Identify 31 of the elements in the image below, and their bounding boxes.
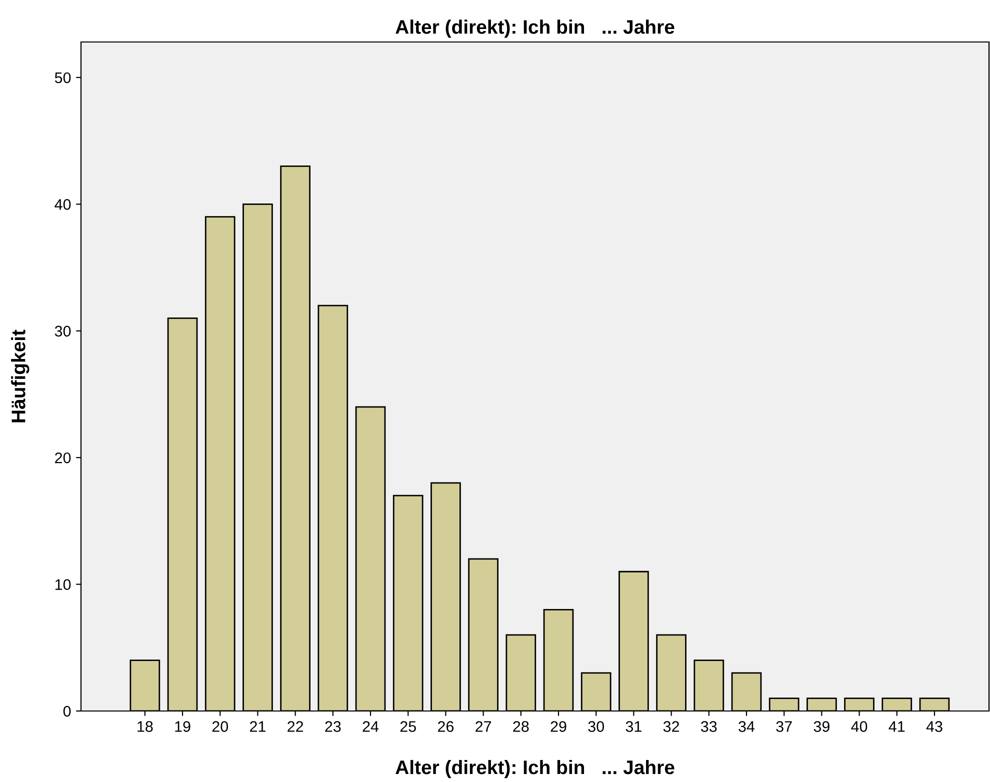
x-tick-label: 26 (438, 721, 454, 732)
chart-title: Alter (direkt): Ich bin ... Jahre (396, 20, 674, 38)
x-tick-label: 23 (325, 721, 341, 732)
x-tick-label: 39 (814, 721, 830, 732)
x-axis-title: Alter (direkt): Ich bin ... Jahre (396, 760, 674, 778)
x-tick-label: 18 (138, 721, 153, 732)
x-tick-label: 25 (400, 721, 416, 732)
x-tick-label: 37 (776, 721, 792, 732)
x-tick-label: 20 (212, 721, 228, 732)
x-tick-label: 24 (362, 721, 379, 732)
x-tick-label: 30 (588, 721, 604, 732)
x-tick-label: 33 (700, 721, 717, 732)
x-tick-label: 40 (851, 721, 868, 732)
x-tick-label: 22 (288, 721, 304, 732)
y-tick-label: 10 (55, 579, 71, 590)
x-tick-label: 31 (626, 721, 642, 732)
y-tick-label: 40 (54, 199, 71, 210)
y-tick-label: 0 (63, 706, 71, 717)
x-tick-label: 19 (175, 721, 190, 732)
y-axis-title: Häufigkeit (11, 330, 30, 422)
y-tick-label: 50 (54, 72, 71, 84)
x-tick-label: 28 (513, 721, 529, 732)
x-tick-label: 34 (738, 721, 755, 732)
y-tick-label: 20 (55, 452, 71, 464)
x-tick-label: 21 (250, 721, 266, 732)
x-tick-label: 27 (476, 721, 492, 732)
x-tick-label: 32 (663, 721, 680, 732)
x-tick-label: 43 (926, 721, 942, 732)
y-tick-label: 30 (54, 326, 71, 337)
x-tick-label: 29 (550, 721, 566, 732)
x-tick-label: 41 (888, 721, 905, 732)
